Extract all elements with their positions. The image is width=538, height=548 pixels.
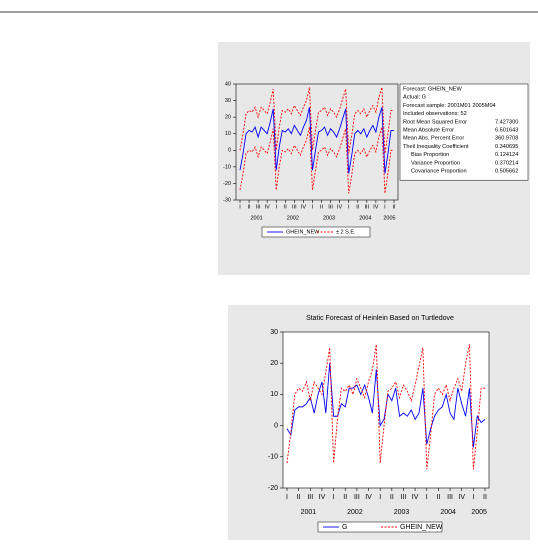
y-tick-label: -20 xyxy=(223,181,231,187)
stats-value: 0.505662 xyxy=(495,168,518,174)
year-label: 2003 xyxy=(323,215,335,221)
year-label: 2001 xyxy=(250,215,262,221)
stats-value: 0.124124 xyxy=(495,152,518,158)
x-tick-label: II xyxy=(356,204,360,210)
x-tick-label: I xyxy=(384,204,386,210)
stats-value: 0.340695 xyxy=(495,144,518,150)
x-tick-label: III xyxy=(307,494,313,501)
legend-label: ± 2 S.E. xyxy=(336,229,356,235)
y-tick-label: -10 xyxy=(223,164,231,170)
chart-title: Static Forecast of Heinlein Based on Tur… xyxy=(306,315,454,322)
y-tick-label: -10 xyxy=(268,454,278,461)
legend-label: GHEIN_NEW xyxy=(400,524,443,531)
x-tick-label: IV xyxy=(373,204,379,210)
x-tick-label: II xyxy=(343,494,347,501)
y-tick-label: -30 xyxy=(223,197,231,203)
series-line xyxy=(239,126,394,194)
x-tick-label: I xyxy=(426,494,428,501)
legend-label: G xyxy=(342,524,347,531)
x-tick-label: II xyxy=(320,204,324,210)
stats-line: Actual: G xyxy=(403,95,426,101)
y-tick-label: 20 xyxy=(270,360,278,367)
stats-box xyxy=(399,83,529,181)
year-label: 2005 xyxy=(383,215,395,221)
stats-label: Mean Abs. Percent Error xyxy=(403,136,464,142)
legend-label: GHEIN_NEW xyxy=(286,229,320,235)
legend-box xyxy=(261,226,371,238)
x-tick-label: II xyxy=(392,204,396,210)
x-tick-label: IV xyxy=(337,204,343,210)
x-tick-label: IV xyxy=(365,494,372,501)
x-tick-label: III xyxy=(447,494,453,501)
y-tick-label: 10 xyxy=(225,131,231,137)
series-line xyxy=(286,344,485,470)
y-tick-label: 0 xyxy=(228,148,231,154)
stats-value: 360.9708 xyxy=(495,136,518,142)
legend-box xyxy=(317,521,443,533)
x-tick-label: III xyxy=(401,494,407,501)
x-tick-label: IV xyxy=(319,494,326,501)
x-tick-label: II xyxy=(436,494,440,501)
x-tick-label: II xyxy=(297,494,301,501)
x-tick-label: II xyxy=(284,204,288,210)
x-tick-label: III xyxy=(328,204,333,210)
x-tick-label: II xyxy=(248,204,252,210)
x-tick-label: II xyxy=(483,494,487,501)
year-label: 2005 xyxy=(471,509,487,516)
plot-area xyxy=(282,331,490,489)
series-line xyxy=(239,87,394,154)
x-tick-label: I xyxy=(239,204,241,210)
x-tick-label: III xyxy=(354,494,360,501)
stats-label: Theil Inequality Coefficient xyxy=(403,144,469,150)
x-tick-label: III xyxy=(256,204,261,210)
year-label: 2001 xyxy=(301,509,317,516)
stats-value: 0.370214 xyxy=(495,160,518,166)
stats-label: Mean Absolute Error xyxy=(403,127,454,133)
y-tick-label: -20 xyxy=(268,485,278,492)
stats-label: Variance Proportion xyxy=(411,160,460,166)
year-label: 2002 xyxy=(347,509,363,516)
y-tick-label: 10 xyxy=(270,391,278,398)
year-label: 2002 xyxy=(287,215,299,221)
stats-line: Included observations: 52 xyxy=(403,111,467,117)
stats-label: Covariance Proportion xyxy=(411,168,467,174)
stats-line: Forecast sample: 2001M01 2005M04 xyxy=(403,103,496,109)
stats-value: 7.427300 xyxy=(495,119,518,125)
y-tick-label: 30 xyxy=(225,98,231,104)
x-tick-label: I xyxy=(312,204,314,210)
y-tick-label: 0 xyxy=(274,422,278,429)
x-tick-label: II xyxy=(390,494,394,501)
year-label: 2003 xyxy=(394,509,410,516)
y-tick-label: 40 xyxy=(225,81,231,87)
x-tick-label: IV xyxy=(458,494,465,501)
x-tick-label: I xyxy=(275,204,277,210)
stats-label: Root Mean Squared Error xyxy=(403,119,467,125)
series-line xyxy=(239,107,394,174)
stats-label: Bias Proportion xyxy=(411,152,449,158)
x-tick-label: I xyxy=(333,494,335,501)
x-tick-label: I xyxy=(472,494,474,501)
x-tick-label: I xyxy=(379,494,381,501)
y-tick-label: 20 xyxy=(225,115,231,121)
stats-value: 6.501643 xyxy=(495,127,518,133)
x-tick-label: I xyxy=(348,204,350,210)
stats-line: Forecast: GHEIN_NEW xyxy=(403,86,462,92)
x-tick-label: III xyxy=(292,204,297,210)
series-line xyxy=(286,363,486,448)
y-tick-label: 30 xyxy=(270,329,278,336)
x-tick-label: IV xyxy=(265,204,271,210)
x-tick-label: I xyxy=(286,494,288,501)
x-tick-label: IV xyxy=(412,494,419,501)
year-label: 2004 xyxy=(359,215,371,221)
x-tick-label: III xyxy=(365,204,370,210)
x-tick-label: IV xyxy=(301,204,307,210)
year-label: 2004 xyxy=(440,509,456,516)
